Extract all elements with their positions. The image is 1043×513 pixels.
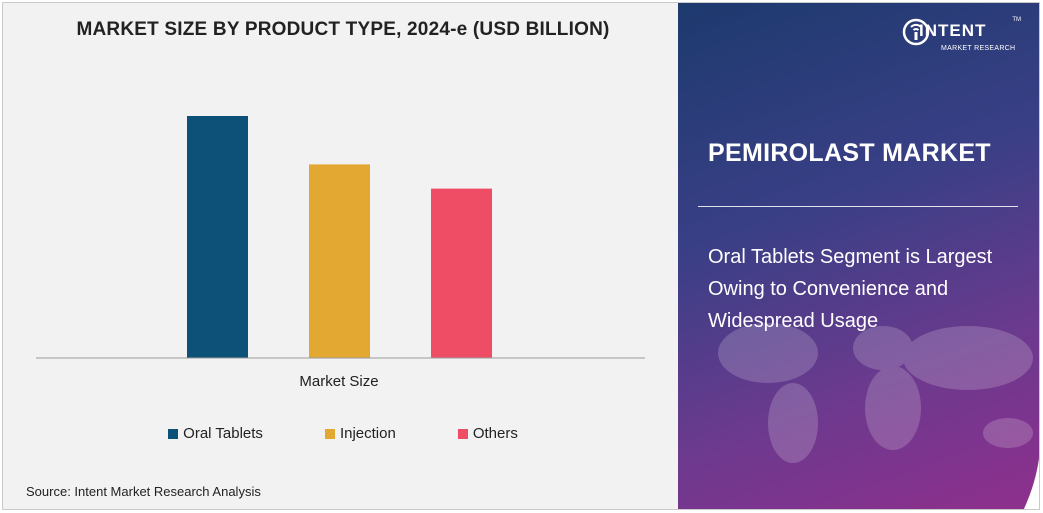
legend-swatch-injection (324, 428, 335, 439)
brand-logo: INTENT MARKET RESEARCH TM (901, 15, 1021, 59)
bars-group (187, 116, 492, 358)
source-note: Source: Intent Market Research Analysis (26, 484, 261, 499)
bar-others (431, 188, 492, 358)
market-title: PEMIROLAST MARKET (708, 139, 991, 167)
bar-chart: Market Size (36, 116, 645, 390)
legend-swatch-others (457, 428, 468, 439)
insight-text: Oral Tablets Segment is Largest Owing to… (708, 246, 993, 332)
bar-oral-tablets (187, 116, 248, 358)
legend-label-others: Others (472, 425, 518, 442)
x-axis-label: Market Size (299, 373, 378, 390)
logo-subtitle: MARKET RESEARCH (941, 45, 1016, 52)
legend-item-others: Others (457, 425, 518, 442)
legend: Oral Tablets Injection Others (3, 425, 683, 442)
chart-panel: MARKET SIZE BY PRODUCT TYPE, 2024-e (USD… (3, 3, 678, 509)
chart-title: MARKET SIZE BY PRODUCT TYPE, 2024-e (USD… (76, 19, 610, 40)
world-map-icon (718, 323, 1033, 463)
bar-injection (309, 164, 370, 358)
signal-logo-icon (902, 18, 930, 46)
legend-item-injection: Injection (324, 425, 396, 442)
trademark-mark: TM (1012, 17, 1021, 23)
legend-label-injection: Injection (339, 425, 396, 442)
legend-item-oral-tablets: Oral Tablets (168, 425, 263, 442)
legend-swatch-oral-tablets (168, 428, 179, 439)
summary-panel: INTENT MARKET RESEARCH TM PEMIROLAST MAR… (678, 3, 1039, 509)
divider-line (698, 206, 1018, 207)
decorative-curve (1023, 458, 1039, 509)
legend-label-oral-tablets: Oral Tablets (183, 425, 263, 442)
logo-wordmark: INTENT (919, 21, 987, 40)
